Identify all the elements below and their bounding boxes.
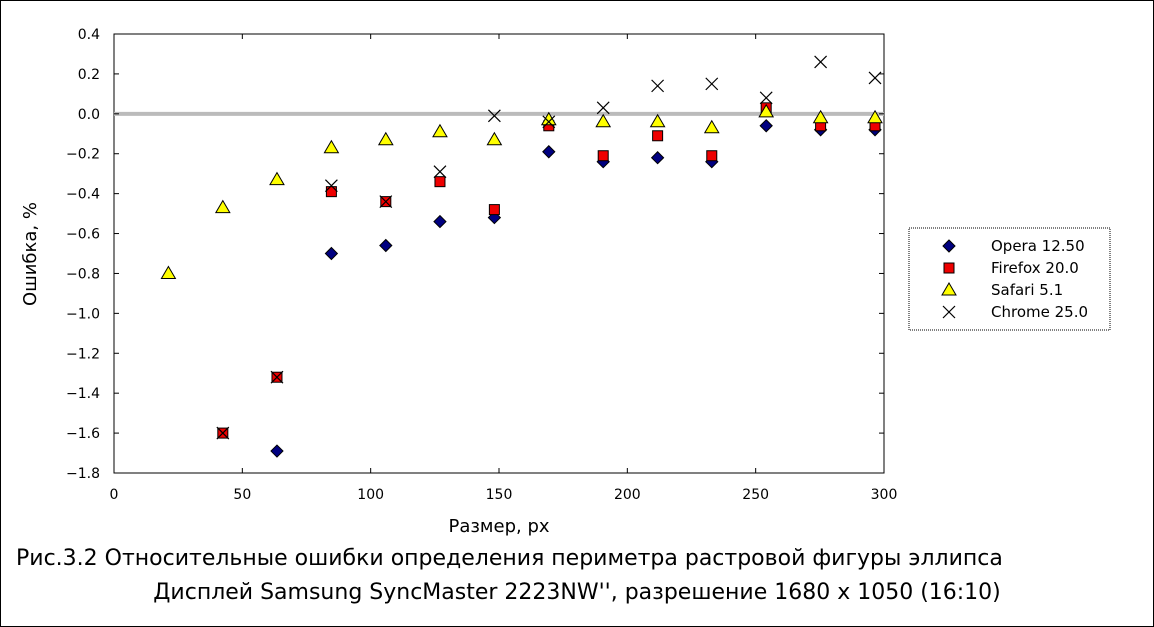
- data-point-chrome-25-0-stroke: [379, 195, 393, 209]
- data-point-chrome-25-0: [814, 55, 828, 69]
- data-point-safari-5-1: [867, 109, 883, 124]
- figure-caption: Рис.3.2 Относительные ошибки определения…: [1, 542, 1153, 610]
- data-point-opera-12-50: [542, 145, 556, 159]
- y-tick-label: −1.0: [66, 306, 100, 322]
- data-point-firefox-20-0: [652, 130, 664, 142]
- data-point-safari-5-1: [812, 109, 829, 124]
- y-tick-label: −0.2: [66, 147, 100, 163]
- x-tick-label: 0: [110, 487, 119, 503]
- data-point-safari-5-1: [214, 199, 231, 214]
- data-point-opera-12-50: [650, 151, 665, 165]
- y-tick-label: −1.6: [66, 426, 100, 442]
- data-point-firefox-20-0: [488, 204, 500, 216]
- data-point-opera-12-50: [270, 444, 284, 458]
- y-tick-label: 0.2: [78, 67, 100, 83]
- legend-marker-safari-5-1: [941, 282, 957, 296]
- data-point-firefox-20-0: [434, 176, 446, 188]
- x-tick-label: 50: [233, 487, 251, 503]
- data-point-chrome-25-0-stroke: [270, 370, 284, 384]
- data-point-safari-5-1: [323, 139, 340, 154]
- y-tick-label: −1.4: [66, 386, 100, 402]
- data-point-chrome-25-0: [433, 165, 447, 179]
- data-point-chrome-25-0: [596, 101, 610, 115]
- data-point-chrome-25-0: [379, 195, 393, 209]
- data-point-chrome-25-0-stroke: [324, 179, 338, 193]
- data-point-opera-12-50: [379, 238, 393, 253]
- y-tick-label: −0.8: [66, 266, 100, 282]
- legend-marker-firefox-20-0: [943, 262, 955, 274]
- data-point-opera-12-50: [433, 214, 447, 229]
- data-point-chrome-25-0: [759, 91, 773, 105]
- legend-label-chrome-25-0: Chrome 25.0: [991, 303, 1088, 321]
- data-point-chrome-25-0: [324, 179, 338, 193]
- data-point-opera-12-50: [759, 119, 773, 133]
- y-tick-label: 0.4: [78, 27, 100, 43]
- y-tick-label: −0.6: [66, 227, 100, 243]
- data-point-chrome-25-0-stroke: [433, 165, 447, 179]
- data-point-safari-5-1: [649, 113, 666, 128]
- data-point-safari-5-1: [160, 265, 177, 279]
- x-tick-label: 100: [357, 487, 384, 503]
- data-point-chrome-25-0: [868, 71, 882, 85]
- data-point-chrome-25-0-stroke: [542, 115, 556, 129]
- data-point-opera-12-50: [324, 246, 339, 261]
- x-axis-title: Размер, px: [448, 516, 549, 537]
- data-point-firefox-20-0: [325, 186, 337, 198]
- data-point-chrome-25-0-stroke: [596, 101, 610, 115]
- data-point-safari-5-1: [703, 119, 720, 134]
- y-tick-label: −1.2: [66, 346, 100, 362]
- data-point-chrome-25-0: [651, 79, 665, 93]
- data-point-chrome-25-0: [487, 109, 501, 123]
- data-point-safari-5-1: [595, 113, 612, 128]
- data-point-safari-5-1: [486, 131, 503, 146]
- data-point-chrome-25-0-stroke: [814, 55, 828, 69]
- data-point-chrome-25-0: [216, 426, 230, 440]
- data-point-safari-5-1: [269, 171, 285, 186]
- legend-marker-chrome-25-0-stroke: [942, 305, 956, 319]
- y-tick-label: −1.8: [66, 466, 100, 482]
- x-tick-label: 150: [486, 487, 513, 503]
- data-point-chrome-25-0-stroke: [759, 91, 773, 105]
- legend-marker-chrome-25-0: [942, 305, 956, 319]
- y-axis-title: Ошибка, %: [20, 202, 41, 306]
- legend-label-safari-5-1: Safari 5.1: [991, 281, 1063, 299]
- data-point-chrome-25-0-stroke: [705, 77, 719, 91]
- data-point-chrome-25-0: [542, 115, 556, 129]
- data-point-chrome-25-0-stroke: [487, 109, 501, 123]
- legend-label-opera-12-50: Opera 12.50: [991, 237, 1085, 255]
- x-tick-label: 300: [871, 487, 898, 503]
- y-tick-label: −0.4: [66, 187, 100, 203]
- data-point-chrome-25-0-stroke: [651, 79, 665, 93]
- y-tick-label: 0.0: [78, 107, 100, 123]
- data-point-chrome-25-0: [705, 77, 719, 91]
- data-point-chrome-25-0: [270, 370, 284, 384]
- x-tick-label: 250: [742, 487, 769, 503]
- legend-box: [908, 227, 1111, 331]
- caption-line-2: Дисплей Samsung SyncMaster 2223NW'', раз…: [153, 580, 1001, 605]
- data-point-safari-5-1: [377, 131, 394, 146]
- data-point-safari-5-1: [432, 123, 448, 138]
- data-point-safari-5-1: [758, 103, 775, 118]
- data-point-firefox-20-0: [706, 150, 718, 162]
- data-point-chrome-25-0-stroke: [868, 71, 882, 85]
- x-tick-label: 200: [614, 487, 641, 503]
- legend-marker-opera-12-50: [942, 239, 956, 253]
- data-point-chrome-25-0-stroke: [216, 426, 230, 440]
- scatter-chart: 0 50 100 150 200 250 300 0.4 0.2 0.0 −0.2 −0.4 −0.6 −…: [20, 27, 1111, 537]
- caption-line-1: Рис.3.2 Относительные ошибки определения…: [16, 546, 1003, 571]
- data-point-firefox-20-0: [597, 150, 609, 162]
- legend-label-firefox-20-0: Firefox 20.0: [991, 259, 1079, 277]
